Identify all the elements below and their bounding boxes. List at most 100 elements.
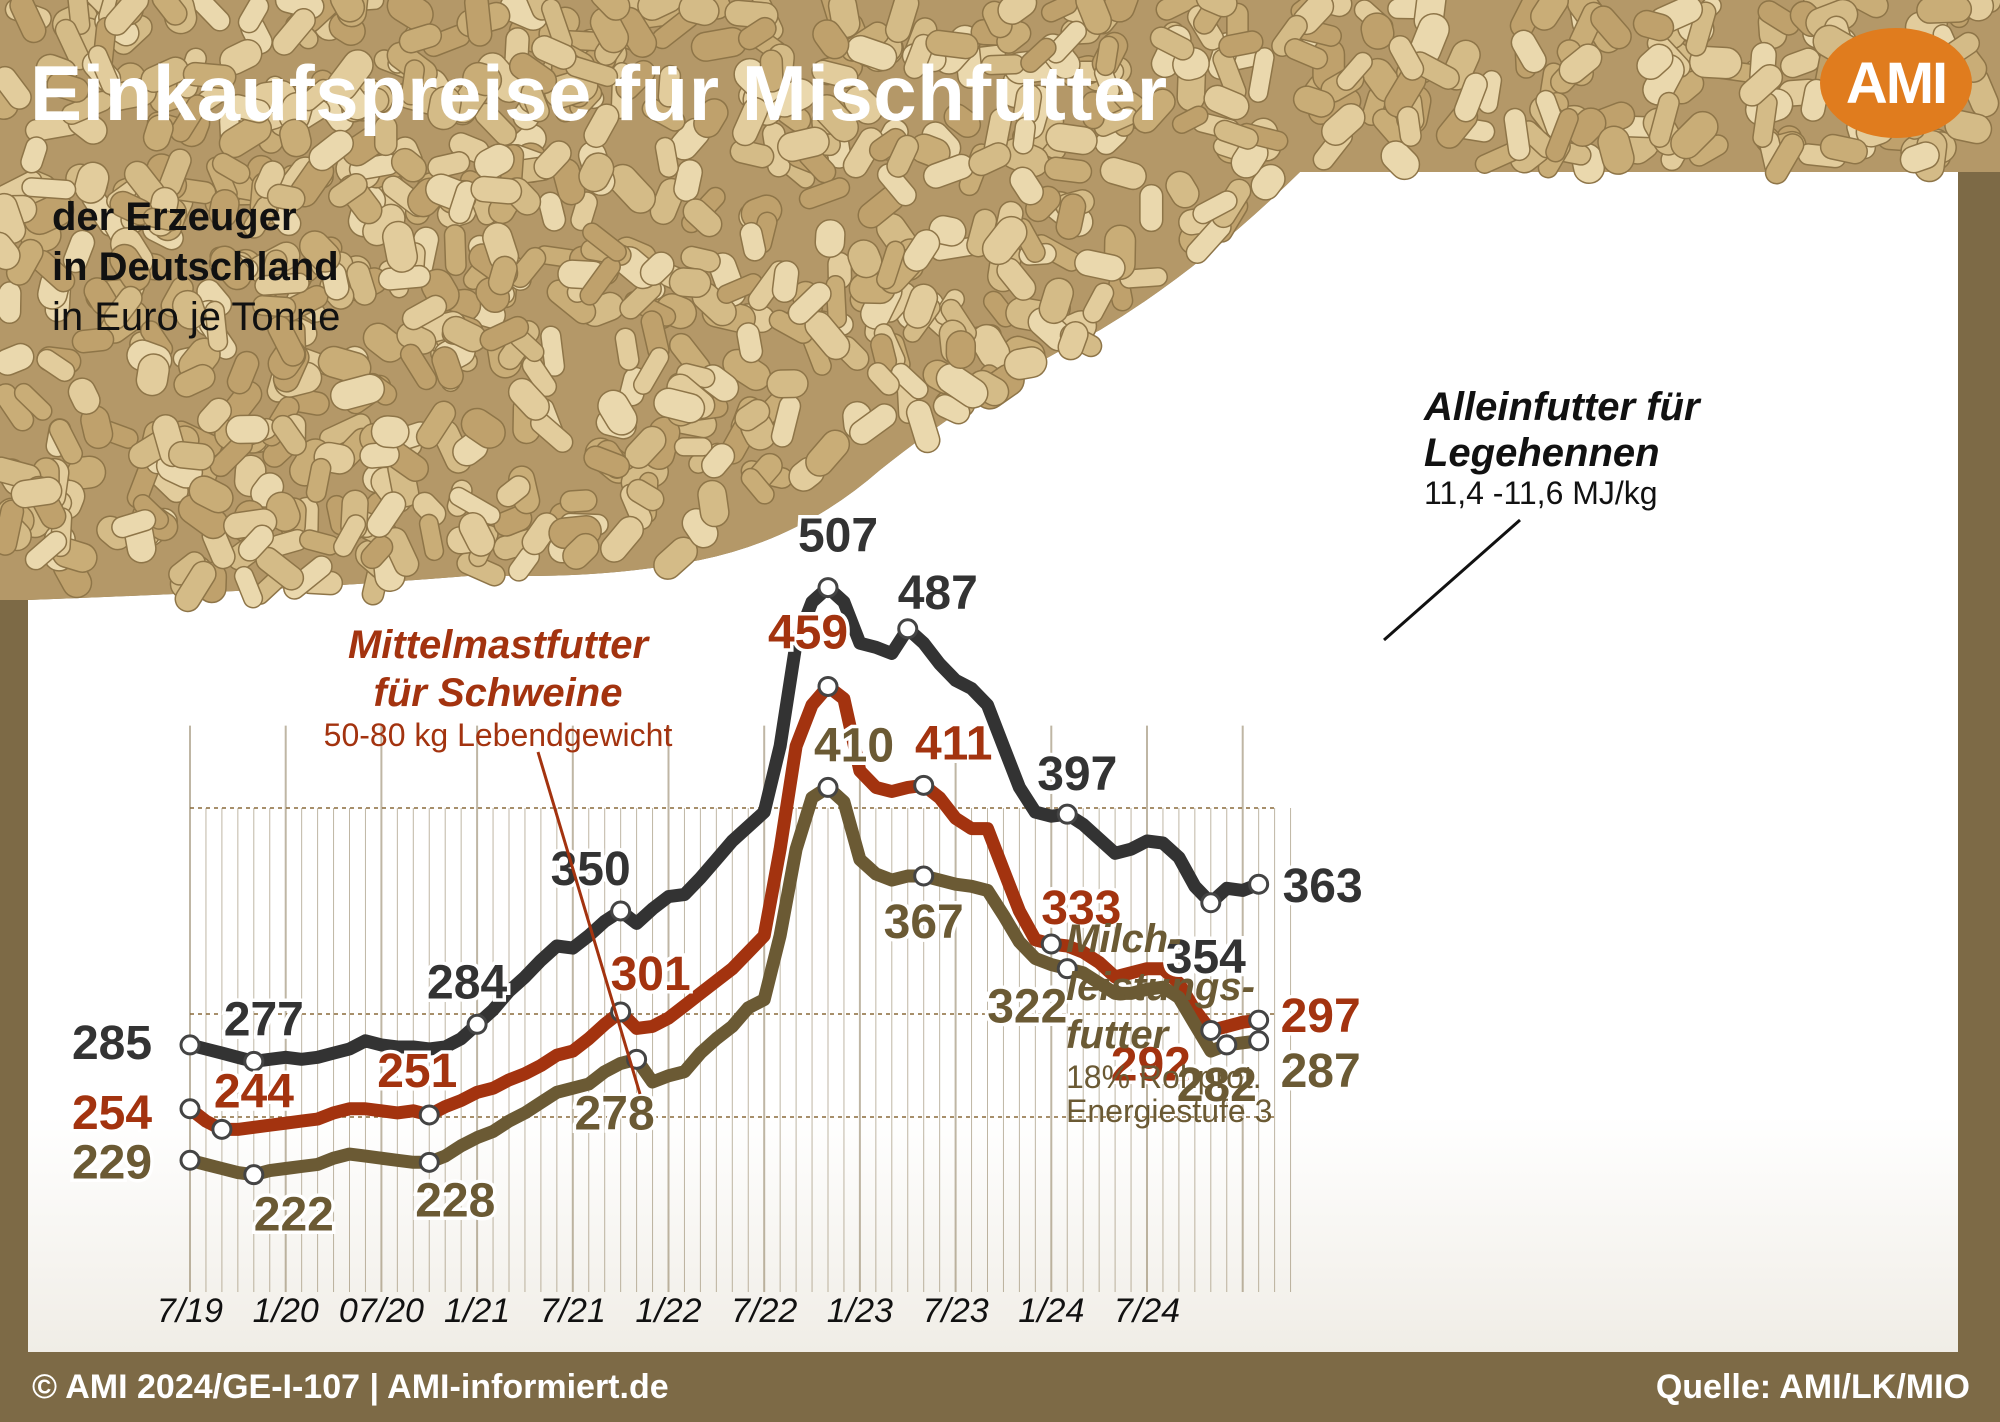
x-axis-ticks: 7/19 1/20 07/20 1/21 7/21 1/22 7/22 1/23 7/23 1/2… <box>157 1292 1180 1330</box>
data-point-schweine <box>211 1118 233 1140</box>
pellet <box>87 44 121 96</box>
pellet <box>317 345 372 385</box>
pellet <box>1203 84 1250 121</box>
data-point-milch <box>418 1151 440 1173</box>
data-point-schweine <box>1040 933 1062 955</box>
pellet <box>20 136 48 174</box>
pellet <box>673 437 713 457</box>
pellet <box>173 363 216 398</box>
data-point-legehennen <box>817 577 839 599</box>
pellet <box>74 161 110 204</box>
pellet <box>583 445 631 479</box>
pellet <box>151 0 188 26</box>
pellet <box>1043 156 1093 184</box>
pellet <box>458 512 496 557</box>
value-label-schweine: 292 <box>1111 1038 1191 1091</box>
data-point-legehennen <box>179 1034 201 1056</box>
series-name-milch: Milch- leistungs- futter 18% Rohprot. En… <box>1066 917 1272 1129</box>
pellet <box>925 29 979 60</box>
x-tick-label: 07/20 <box>339 1292 424 1330</box>
value-label-legehennen: 277 <box>224 993 304 1046</box>
pellet <box>328 173 368 208</box>
pellet <box>427 151 471 179</box>
pellet <box>1380 140 1421 181</box>
unit-label: in Euro je Tonne <box>52 295 341 339</box>
pellet <box>1558 43 1603 85</box>
page-title: Einkaufspreise für Mischfutter <box>30 49 1168 137</box>
pellet <box>1082 282 1115 324</box>
pellet <box>582 222 627 262</box>
pellet <box>0 192 27 245</box>
pellet <box>462 61 503 97</box>
subtitle-block: der Erzeuger in Deutschland in Euro je T… <box>52 192 340 342</box>
pellet <box>1545 107 1579 163</box>
pellet <box>188 475 234 514</box>
pellet <box>1171 105 1209 134</box>
pellet <box>398 23 443 54</box>
pellet <box>266 183 306 212</box>
value-label-schweine: 254 <box>72 1087 152 1140</box>
value-label-schweine: 301 <box>611 948 691 1001</box>
data-point-schweine <box>418 1104 440 1126</box>
pellet <box>182 61 237 90</box>
pellet <box>739 221 767 262</box>
value-label-legehennen: 363 <box>1283 860 1363 913</box>
pellet <box>103 0 150 36</box>
pellet <box>400 59 426 106</box>
pellet <box>1192 190 1238 225</box>
pellet <box>140 56 190 94</box>
milch-name-5: Energiestufe 3 <box>1066 1093 1272 1129</box>
pellet <box>876 240 906 290</box>
pellet <box>639 251 675 287</box>
x-tick-label: 7/24 <box>1114 1292 1180 1330</box>
pellet <box>740 467 775 505</box>
pellet <box>520 81 550 123</box>
pellet <box>1688 45 1743 80</box>
pellet <box>222 380 263 425</box>
pellet <box>1283 38 1329 70</box>
x-tick-label: 1/21 <box>444 1292 510 1330</box>
pellet <box>1530 0 1569 31</box>
milch-name-2: leistungs- <box>1066 965 1255 1009</box>
pellet <box>399 343 438 391</box>
pellet <box>771 260 800 304</box>
pellet <box>390 147 428 183</box>
legehennen-name-3: 11,4 -11,6 MJ/kg <box>1424 475 1658 511</box>
pellet <box>1396 105 1422 147</box>
pellet <box>847 239 883 279</box>
pellet <box>1916 0 1973 24</box>
pellet <box>848 403 898 446</box>
x-tick-label: 1/23 <box>827 1292 893 1330</box>
pellet <box>866 361 900 396</box>
pellet <box>731 96 769 147</box>
pellet <box>252 294 297 318</box>
pellet <box>174 560 217 613</box>
pellet <box>615 59 656 101</box>
pellet <box>1218 30 1264 58</box>
pellet <box>1819 133 1868 165</box>
pellet <box>1009 166 1044 206</box>
value-label-milch: 367 <box>884 896 964 949</box>
value-label-legehennen: 350 <box>551 843 631 896</box>
data-point-schweine <box>1200 1019 1222 1041</box>
pellet <box>981 215 1028 266</box>
pellet <box>267 315 306 367</box>
pellet <box>135 353 170 397</box>
value-label-schweine: 459 <box>768 606 848 659</box>
pellet <box>1081 91 1105 130</box>
ami-logo: AMI <box>1820 28 1972 138</box>
pellet <box>496 475 531 508</box>
value-label-legehennen: 354 <box>1166 931 1246 984</box>
pellet <box>67 377 101 415</box>
pellet <box>254 272 310 296</box>
series-lines <box>183 581 1266 1182</box>
pellet <box>412 491 447 527</box>
pellet <box>443 224 467 277</box>
leader-line-schweine <box>536 751 642 1095</box>
x-tick-label: 7/23 <box>923 1292 989 1330</box>
data-point-milch <box>913 865 935 887</box>
data-point-legehennen <box>1200 892 1222 914</box>
subtitle-line-1: der Erzeuger <box>52 195 297 239</box>
pellet <box>811 93 860 143</box>
value-label-legehennen: 285 <box>72 1017 152 1070</box>
